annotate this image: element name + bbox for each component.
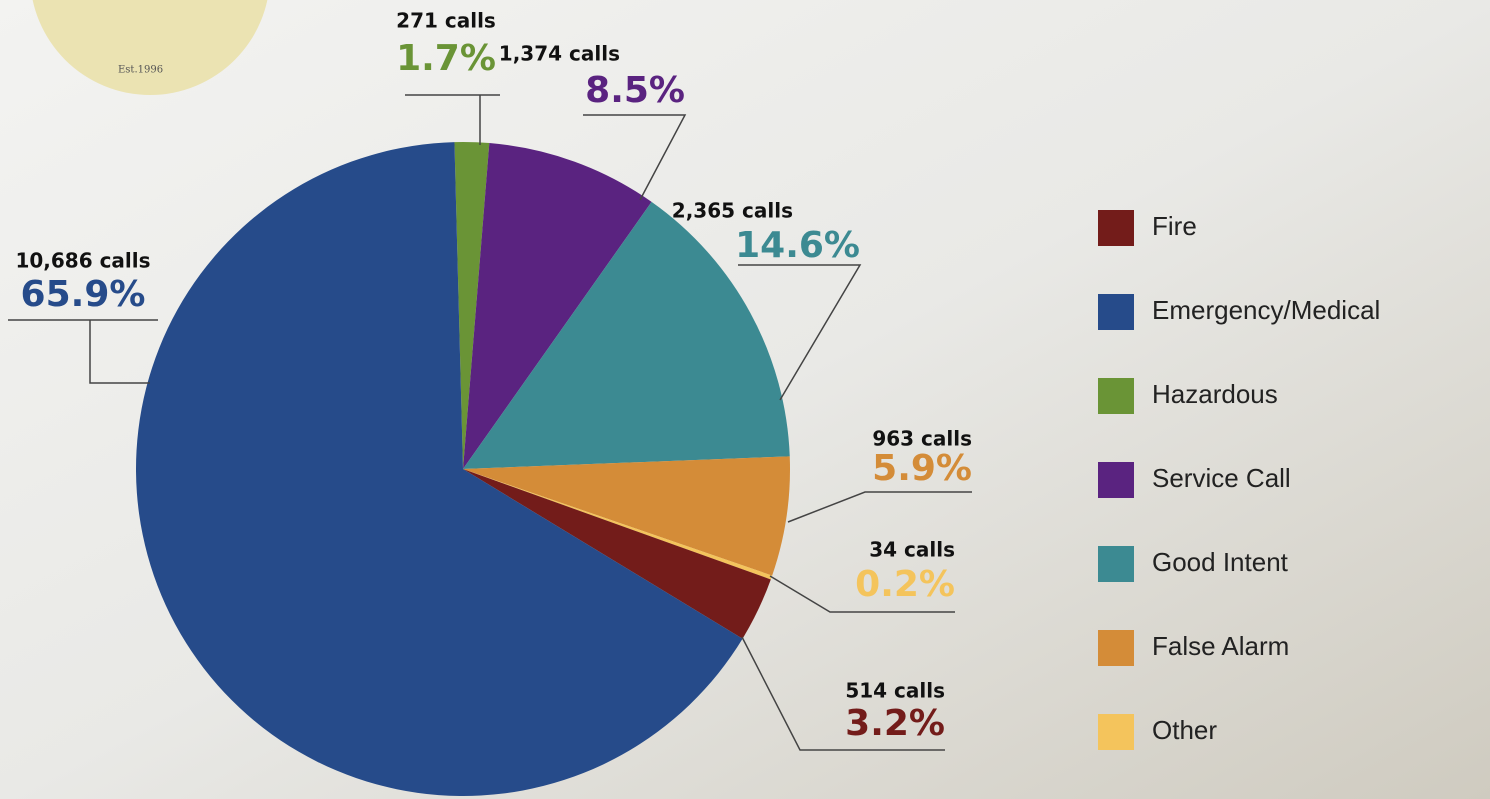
call-count-label: 1,374 calls bbox=[499, 42, 620, 66]
pie-slice bbox=[463, 456, 790, 576]
percent-label: 8.5% bbox=[585, 70, 685, 111]
percent-label: 3.2% bbox=[845, 703, 945, 744]
logo bbox=[32, 0, 268, 95]
call-count-label: 2,365 calls bbox=[672, 199, 793, 223]
legend-label: Hazardous bbox=[1152, 379, 1278, 409]
percent-label: 14.6% bbox=[735, 225, 860, 266]
leader-line bbox=[738, 264, 862, 401]
leader-line bbox=[769, 575, 955, 613]
legend-swatch bbox=[1098, 546, 1134, 582]
leader-line bbox=[8, 319, 158, 384]
leader-line bbox=[741, 636, 945, 751]
legend-label: Other bbox=[1152, 715, 1217, 745]
legend-label: Emergency/Medical bbox=[1152, 295, 1380, 325]
pie-slice bbox=[463, 143, 652, 469]
leader-line bbox=[787, 491, 972, 523]
legend-swatch bbox=[1098, 294, 1134, 330]
legend-label: Good Intent bbox=[1152, 547, 1289, 577]
legend-swatch bbox=[1098, 630, 1134, 666]
legend-swatch bbox=[1098, 714, 1134, 750]
percent-label: 1.7% bbox=[396, 38, 496, 79]
call-count-label: 10,686 calls bbox=[15, 249, 150, 273]
pie-slice bbox=[136, 142, 743, 796]
legend-label: False Alarm bbox=[1152, 631, 1289, 661]
percent-label: 5.9% bbox=[872, 448, 972, 489]
legend-swatch bbox=[1098, 210, 1134, 246]
pie-slice bbox=[463, 469, 773, 580]
legend-swatch bbox=[1098, 462, 1134, 498]
percent-label: 65.9% bbox=[21, 274, 146, 315]
legend-label: Service Call bbox=[1152, 463, 1291, 493]
leader-line bbox=[583, 114, 687, 201]
pie-slice bbox=[454, 142, 490, 469]
call-count-label: 514 calls bbox=[845, 679, 945, 703]
legend-label: Fire bbox=[1152, 211, 1197, 241]
pie-slice bbox=[463, 469, 771, 639]
leader-line bbox=[405, 94, 500, 145]
call-count-label: 34 calls bbox=[869, 538, 955, 562]
call-count-label: 271 calls bbox=[396, 9, 496, 33]
legend-swatch bbox=[1098, 378, 1134, 414]
percent-label: 0.2% bbox=[855, 564, 955, 605]
logo-text: Est.1996 bbox=[118, 65, 163, 76]
call-count-label: 963 calls bbox=[872, 427, 972, 451]
pie-slice bbox=[463, 201, 790, 469]
